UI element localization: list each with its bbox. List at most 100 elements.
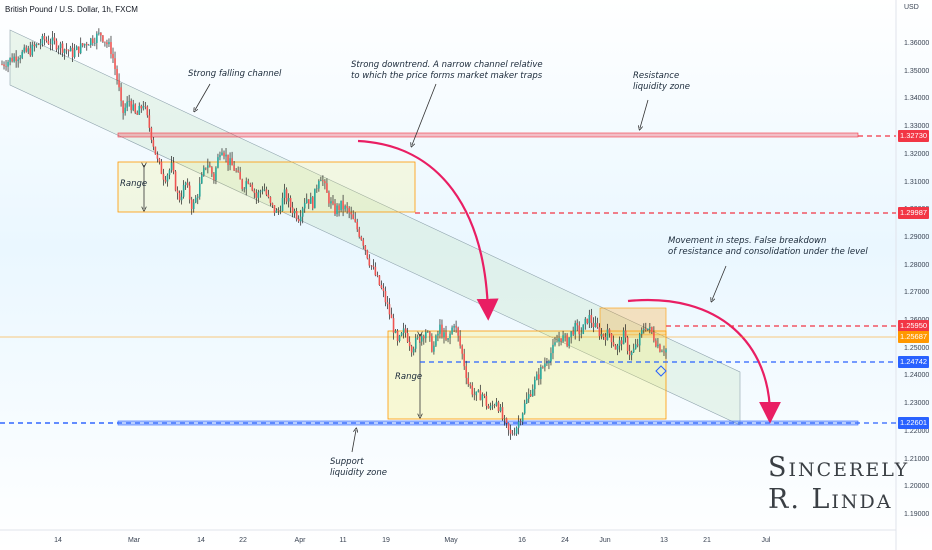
candle-body	[614, 345, 617, 350]
candle-body	[35, 44, 38, 47]
candle-body	[295, 210, 298, 219]
candle-body	[150, 127, 153, 140]
candle-body	[402, 328, 405, 333]
candle-body	[174, 171, 177, 191]
candle-body	[489, 406, 492, 409]
candle-body	[626, 337, 629, 351]
candle-body	[657, 344, 659, 347]
candle-body	[394, 330, 397, 333]
candle-body	[31, 44, 34, 56]
candle-body	[523, 403, 526, 414]
candle-body	[326, 183, 328, 193]
candle-body	[146, 106, 149, 116]
y-tick-label: 1.27000	[904, 289, 930, 297]
note-channel: Strong falling channel	[188, 69, 282, 79]
y-tick-label: 1.28000	[904, 261, 930, 269]
candle-body	[128, 101, 130, 102]
candle-body	[384, 291, 387, 303]
candle-body	[83, 43, 86, 46]
candle-body	[334, 203, 336, 215]
candle-body	[106, 42, 108, 45]
candle-body	[221, 152, 223, 156]
candle-body	[390, 314, 393, 319]
candle-body	[126, 101, 128, 108]
candle-body	[203, 167, 205, 176]
candle-body	[27, 48, 30, 52]
candle-body	[134, 104, 137, 113]
candle-body	[324, 181, 326, 184]
candle-body	[665, 349, 667, 353]
candle-body	[229, 158, 231, 166]
note-range-lower: Range	[395, 372, 423, 382]
candle-body	[491, 405, 494, 407]
candle-body	[245, 181, 248, 189]
candle-body	[41, 35, 44, 44]
candle-body	[368, 258, 371, 266]
y-tick-label: 1.29000	[904, 233, 930, 241]
candle-body	[540, 367, 542, 380]
candle-body	[410, 346, 413, 353]
candle-body	[186, 182, 189, 186]
candle-body	[77, 46, 80, 54]
candle-body	[558, 338, 560, 342]
candle-body	[538, 374, 540, 380]
candles-layer	[1, 28, 667, 440]
candle-body	[404, 328, 407, 334]
candle-body	[570, 331, 572, 338]
candle-body	[471, 385, 474, 395]
candle-body	[124, 107, 126, 113]
candle-body	[57, 48, 60, 50]
candle-body	[529, 394, 532, 397]
x-tick-label: Jun	[599, 537, 611, 544]
candle-body	[37, 44, 40, 45]
candle-body	[604, 336, 607, 341]
candle-body	[231, 158, 233, 166]
candle-body	[253, 190, 256, 193]
candle-body	[223, 152, 225, 157]
candle-body	[441, 324, 443, 337]
candle-body	[92, 38, 94, 44]
candle-body	[309, 197, 312, 204]
candle-body	[314, 188, 316, 209]
candle-body	[423, 336, 425, 339]
candle-body	[273, 205, 276, 213]
candle-body	[122, 100, 124, 113]
signature-line-2: R. Linda	[768, 484, 893, 515]
candle-body	[114, 58, 116, 70]
candle-body	[449, 333, 451, 339]
candle-body	[96, 33, 98, 43]
candle-body	[156, 154, 159, 159]
y-tick-label: 1.34000	[904, 95, 930, 103]
candle-body	[194, 197, 197, 203]
candle-body	[344, 205, 346, 210]
candle-body	[108, 42, 110, 45]
candle-body	[330, 201, 332, 204]
candle-body	[429, 331, 431, 337]
candle-body	[418, 336, 421, 342]
candle-body	[307, 199, 310, 204]
candle-body	[98, 32, 100, 34]
candle-body	[251, 184, 254, 191]
candle-body	[259, 191, 262, 193]
candle-body	[600, 334, 603, 337]
candle-body	[21, 51, 23, 58]
note-resistance: Resistance liquidity zone	[633, 71, 690, 92]
candle-body	[475, 391, 478, 396]
price-tag: 1.24742	[898, 356, 929, 368]
candle-body	[176, 190, 179, 193]
candle-body	[152, 139, 155, 147]
pointer-resistance	[640, 99, 649, 128]
candle-body	[630, 352, 633, 356]
candle-body	[168, 170, 171, 175]
candle-body	[9, 57, 11, 62]
candle-body	[427, 331, 429, 333]
candle-body	[580, 333, 583, 335]
candle-body	[17, 59, 19, 62]
candle-body	[142, 106, 145, 109]
candle-body	[51, 37, 54, 45]
candle-body	[263, 189, 266, 191]
candle-body	[560, 338, 562, 342]
candle-body	[305, 199, 308, 204]
candle-body	[81, 43, 84, 46]
